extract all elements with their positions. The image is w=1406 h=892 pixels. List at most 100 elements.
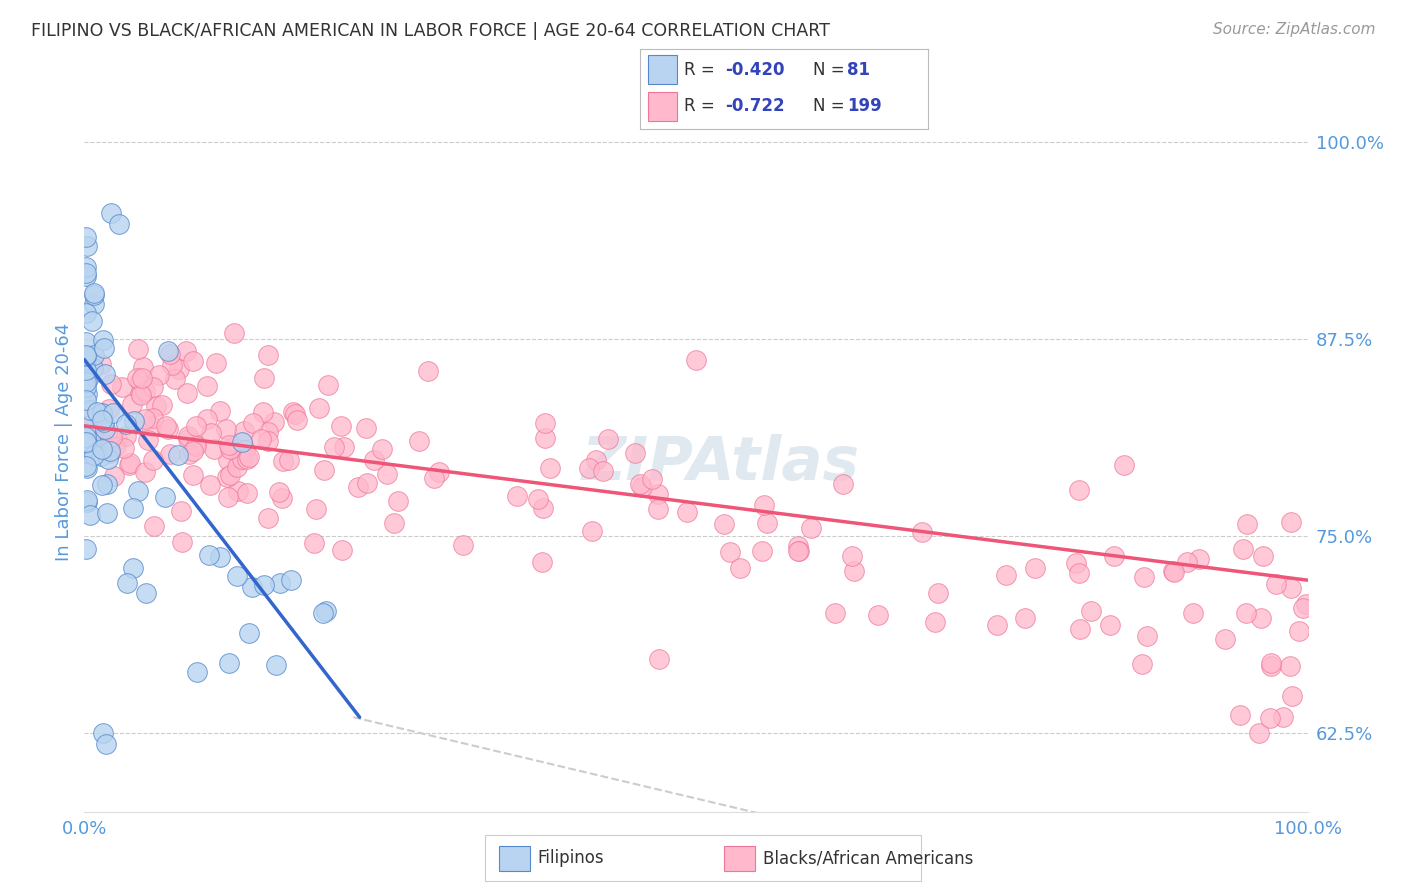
Text: Filipinos: Filipinos [537,849,603,867]
Point [93,422,115,436]
Point [76,495,98,509]
Point [80,434,103,449]
Point [97,402,120,417]
Point [533,431,555,445]
Point [90,406,112,420]
Point [118,456,141,470]
Text: R =: R = [685,97,720,115]
Point [911,525,934,540]
Point [269,576,291,591]
Point [1281,689,1303,703]
Point [91,333,114,347]
Point [76,436,98,450]
Y-axis label: In Labor Force | Age 20-64: In Labor Force | Age 20-64 [55,322,73,561]
Point [142,452,165,467]
Point [416,364,439,378]
Point [1024,560,1046,574]
Point [217,490,239,504]
Point [233,442,256,457]
Point [578,461,600,475]
Point [131,371,153,385]
Point [382,516,405,530]
Point [86,435,108,450]
Point [1014,611,1036,625]
Point [787,539,810,553]
Point [1163,564,1185,578]
Point [129,374,152,388]
Point [1260,657,1282,671]
Point [1112,458,1135,472]
Point [628,477,651,491]
Point [118,458,141,472]
Point [169,504,191,518]
Text: -0.420: -0.420 [724,61,785,78]
Point [278,452,301,467]
Point [647,487,669,501]
Point [202,442,225,456]
Point [1260,659,1282,673]
Point [90,442,112,457]
Point [134,465,156,479]
Point [333,440,356,454]
Point [363,452,385,467]
Point [127,342,149,356]
Point [1130,657,1153,671]
Point [122,560,145,574]
Point [129,388,152,402]
Point [76,492,98,507]
Point [76,239,98,253]
Point [238,625,260,640]
Point [1258,711,1281,725]
Point [159,347,181,361]
Point [177,433,200,447]
Point [1272,710,1295,724]
Point [226,484,249,499]
Point [86,405,108,419]
Point [676,505,699,519]
Point [135,586,157,600]
Point [1188,551,1211,566]
Point [322,440,344,454]
Point [170,535,193,549]
Point [648,652,671,666]
Point [142,410,165,425]
Point [76,387,98,401]
Point [83,287,105,301]
Point [314,463,336,477]
Point [219,442,242,456]
Point [824,607,846,621]
Point [115,417,138,431]
Point [868,608,890,623]
Text: 199: 199 [848,97,882,115]
Point [756,516,779,530]
Point [1279,515,1302,529]
Point [253,371,276,385]
Point [181,354,204,368]
Bar [648,93,678,121]
Point [75,306,97,320]
Point [1067,566,1090,581]
Point [257,511,280,525]
Point [526,491,548,506]
Text: N =: N = [813,97,849,115]
Point [77,371,100,385]
Point [83,285,105,300]
Point [713,516,735,531]
Point [136,433,159,447]
Point [225,569,247,583]
Point [156,344,179,359]
Point [232,424,254,438]
Point [145,399,167,413]
Point [132,360,155,375]
Point [354,421,377,435]
Point [257,425,280,439]
Point [1232,541,1254,556]
Point [1229,708,1251,723]
Point [115,429,138,443]
Point [75,393,97,408]
Point [1067,483,1090,497]
Point [832,477,855,491]
Point [924,615,946,630]
Point [1069,622,1091,636]
Point [235,485,257,500]
